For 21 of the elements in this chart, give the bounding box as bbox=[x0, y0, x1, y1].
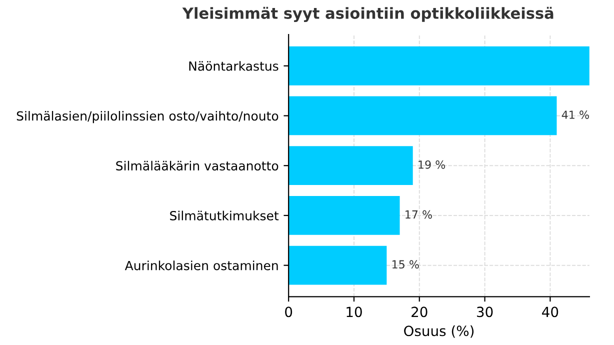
x-axis-title: Osuus (%) bbox=[404, 325, 474, 338]
y-tick-label: Näöntarkastus bbox=[189, 61, 278, 71]
x-tick-label: 10 bbox=[346, 306, 362, 318]
data-label: 15 % bbox=[392, 260, 419, 269]
data-label: 17 % bbox=[406, 210, 432, 219]
y-tick-label: Aurinkolasien ostaminen bbox=[124, 260, 278, 270]
x-tick-label: 20 bbox=[412, 306, 428, 318]
y-tick-label: Silmälasien/piilolinssien osto/vaihto/nouto bbox=[16, 110, 278, 124]
x-tick-label: 40 bbox=[542, 306, 558, 318]
bar bbox=[288, 46, 590, 86]
bar bbox=[288, 96, 557, 136]
bar bbox=[288, 196, 400, 235]
y-tick-label: Silmälääkärin vastaanotto bbox=[116, 160, 278, 171]
data-label: 19 % bbox=[418, 160, 446, 169]
y-tick-label: Silmätutkimukset bbox=[170, 210, 279, 220]
data-label: 41 % bbox=[562, 110, 589, 119]
bar bbox=[288, 246, 387, 285]
x-tick-label: 30 bbox=[477, 306, 493, 318]
x-tick-label: 0 bbox=[285, 306, 292, 318]
bar bbox=[288, 146, 413, 186]
chart-title: Yleisimmät syyt asiointiin optikkoliikkeissä bbox=[182, 6, 554, 22]
